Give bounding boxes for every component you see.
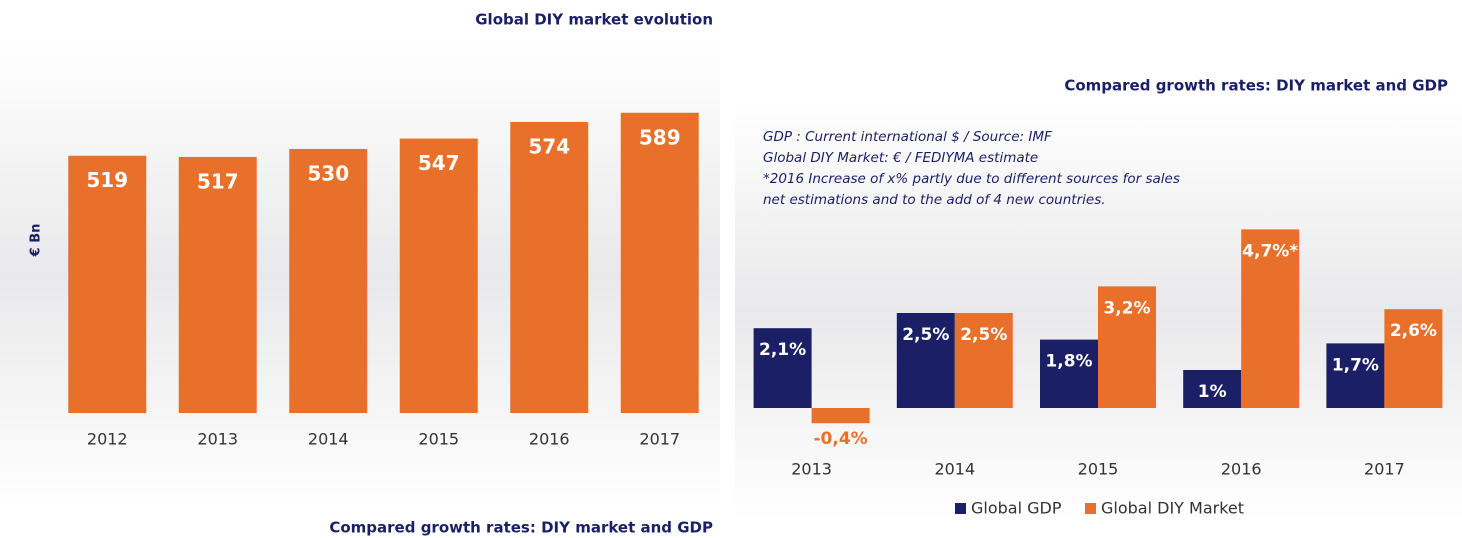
value-label: 3,2% bbox=[1103, 298, 1150, 318]
x-tick-label: 2015 bbox=[1078, 460, 1119, 479]
legend-label: Global GDP bbox=[971, 499, 1062, 518]
bar bbox=[1326, 343, 1385, 408]
x-tick-label: 2015 bbox=[418, 430, 459, 449]
value-label: 517 bbox=[197, 169, 239, 193]
bar bbox=[1098, 286, 1156, 408]
annotation: GDP : Current international $ / Source: … bbox=[763, 129, 1052, 145]
x-tick-label: 2012 bbox=[87, 430, 128, 449]
bar bbox=[620, 112, 699, 413]
bar bbox=[753, 328, 812, 408]
value-label: 547 bbox=[418, 151, 460, 175]
legend-swatch bbox=[1085, 503, 1096, 514]
bar bbox=[896, 313, 955, 408]
x-tick-label: 2014 bbox=[934, 460, 975, 479]
bar bbox=[811, 408, 870, 424]
bar bbox=[399, 138, 478, 414]
y-axis-label: € Bn bbox=[29, 224, 44, 258]
chart-title: Compared growth rates: DIY market and GD… bbox=[1064, 77, 1448, 95]
value-label: 1,7% bbox=[1332, 355, 1379, 375]
x-tick-label: 2017 bbox=[639, 430, 680, 449]
x-tick-label: 2013 bbox=[197, 430, 238, 449]
bar bbox=[1040, 339, 1098, 408]
value-label: 4,7%* bbox=[1242, 241, 1298, 261]
value-label: -0,4% bbox=[813, 429, 867, 449]
x-tick-label: 2013 bbox=[791, 460, 832, 479]
bar bbox=[178, 156, 257, 413]
value-label: 574 bbox=[528, 134, 570, 158]
annotation: *2016 Increase of x% partly due to diffe… bbox=[763, 171, 1180, 187]
bar bbox=[289, 148, 368, 414]
annotation: Global DIY Market: € / FEDIYMA estimate bbox=[763, 150, 1038, 166]
value-label: 1% bbox=[1198, 382, 1227, 402]
value-label: 1,8% bbox=[1045, 352, 1092, 372]
value-label: 519 bbox=[86, 168, 128, 192]
value-label: 530 bbox=[307, 161, 349, 185]
legend-swatch bbox=[955, 503, 966, 514]
bar bbox=[1241, 229, 1300, 408]
x-tick-label: 2017 bbox=[1364, 460, 1405, 479]
value-label: 2,1% bbox=[759, 340, 806, 360]
value-label: 2,5% bbox=[960, 325, 1007, 345]
x-tick-label: 2014 bbox=[308, 430, 349, 449]
legend-label: Global DIY Market bbox=[1101, 499, 1244, 518]
bar bbox=[1384, 309, 1443, 408]
bar bbox=[1183, 370, 1242, 408]
caption: Compared growth rates: DIY market and GD… bbox=[329, 519, 713, 537]
bar bbox=[954, 313, 1013, 408]
chart-title: Global DIY market evolution bbox=[475, 11, 713, 29]
x-tick-label: 2016 bbox=[1221, 460, 1262, 479]
value-label: 2,5% bbox=[902, 325, 949, 345]
value-label: 589 bbox=[639, 125, 681, 149]
x-tick-label: 2016 bbox=[529, 430, 570, 449]
value-label: 2,6% bbox=[1390, 321, 1437, 341]
annotation: net estimations and to the add of 4 new … bbox=[763, 192, 1106, 208]
bar bbox=[68, 155, 147, 413]
bar bbox=[510, 121, 589, 414]
